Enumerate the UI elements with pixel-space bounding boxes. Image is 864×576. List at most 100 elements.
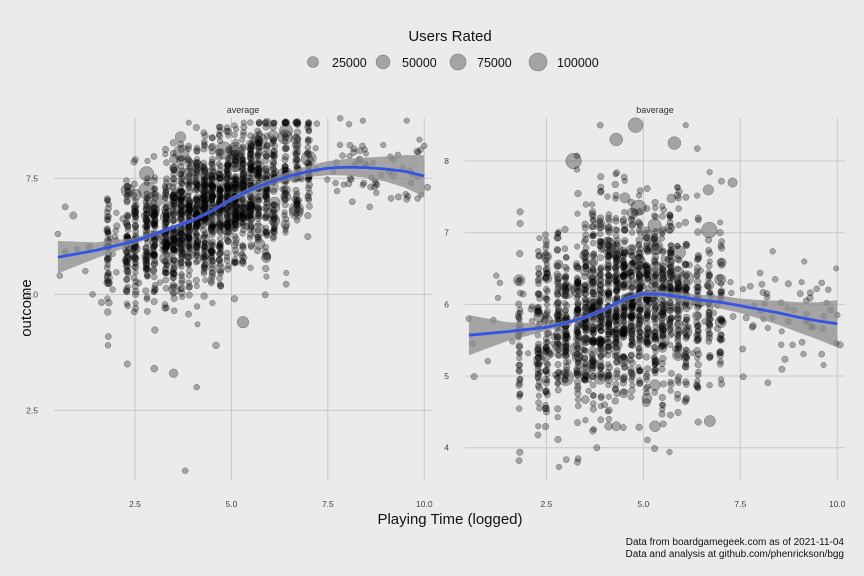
- data-point: [142, 287, 150, 295]
- data-point: [660, 380, 668, 388]
- data-point: [581, 249, 589, 258]
- data-point: [534, 431, 542, 439]
- data-point: [161, 208, 169, 216]
- data-point: [169, 241, 177, 248]
- data-point: [143, 190, 150, 197]
- data-point: [142, 248, 149, 255]
- data-point: [169, 183, 177, 191]
- data-point: [536, 405, 543, 412]
- data-point: [515, 361, 523, 369]
- data-point: [105, 280, 113, 288]
- data-point: [516, 250, 524, 258]
- data-point: [596, 253, 604, 262]
- data-point: [150, 243, 158, 251]
- data-point: [150, 243, 157, 251]
- data-point: [652, 332, 659, 339]
- data-point: [216, 235, 224, 242]
- data-point: [170, 256, 178, 264]
- data-point: [143, 252, 151, 260]
- data-point: [178, 247, 185, 254]
- data-point: [562, 254, 570, 261]
- data-point: [186, 178, 193, 185]
- data-point: [742, 314, 750, 322]
- data-point: [185, 234, 192, 241]
- data-point: [161, 183, 169, 190]
- data-point: [216, 250, 224, 258]
- data-point: [555, 463, 563, 471]
- data-point: [282, 226, 289, 233]
- data-point: [170, 246, 178, 254]
- x-axis-title: Playing Time (logged): [377, 511, 522, 528]
- data-point: [124, 283, 131, 291]
- data-point: [652, 272, 659, 280]
- data-point: [589, 427, 597, 435]
- data-point: [667, 378, 674, 385]
- data-point: [621, 364, 628, 371]
- data-point: [578, 321, 585, 328]
- data-point: [151, 326, 159, 334]
- data-point: [150, 199, 158, 207]
- data-point: [177, 198, 184, 205]
- data-point: [132, 304, 140, 312]
- data-point: [149, 212, 157, 220]
- data-point: [132, 208, 140, 216]
- data-point: [161, 245, 169, 253]
- data-point: [746, 282, 754, 290]
- data-point: [613, 334, 620, 341]
- data-point: [254, 234, 262, 242]
- x-tick-label: 10.0: [829, 499, 846, 509]
- data-point: [272, 168, 280, 176]
- data-point: [178, 289, 186, 297]
- data-point: [217, 243, 224, 251]
- data-point: [103, 272, 111, 279]
- data-point: [162, 284, 170, 292]
- data-point: [596, 286, 604, 294]
- data-point: [247, 201, 255, 208]
- data-point: [169, 245, 177, 253]
- data-point: [671, 345, 679, 353]
- data-point: [689, 350, 696, 357]
- data-point: [163, 239, 171, 247]
- data-point: [359, 142, 366, 150]
- data-point: [217, 282, 225, 290]
- data-point: [139, 166, 155, 182]
- data-point: [143, 260, 151, 268]
- data-point: [159, 246, 166, 253]
- data-point: [620, 215, 628, 224]
- data-point: [132, 260, 139, 267]
- data-point: [281, 201, 289, 209]
- data-point: [131, 205, 139, 213]
- data-point: [836, 341, 844, 349]
- data-point: [542, 250, 549, 257]
- data-point: [161, 257, 168, 264]
- data-point: [574, 419, 581, 427]
- data-point: [674, 320, 681, 328]
- data-point: [263, 200, 270, 207]
- data-point: [150, 250, 158, 258]
- data-point: [177, 241, 185, 249]
- data-point: [778, 341, 785, 348]
- data-point: [194, 321, 201, 328]
- data-point: [201, 231, 209, 239]
- data-point: [542, 408, 550, 416]
- data-point: [113, 209, 120, 216]
- data-point: [124, 252, 132, 260]
- data-point: [253, 170, 261, 178]
- data-point: [717, 315, 725, 323]
- data-point: [170, 240, 178, 248]
- data-point: [186, 227, 193, 235]
- data-point: [635, 352, 644, 360]
- data-point: [833, 265, 840, 272]
- data-point: [176, 210, 184, 218]
- data-point: [605, 277, 613, 285]
- data-point: [140, 211, 148, 219]
- data-point: [619, 321, 627, 329]
- data-point: [104, 295, 111, 302]
- data-point: [185, 310, 192, 318]
- data-point: [208, 216, 215, 224]
- data-point: [613, 373, 621, 381]
- data-point: [348, 198, 356, 206]
- data-point: [627, 322, 635, 330]
- data-point: [168, 368, 179, 378]
- data-point: [694, 418, 702, 426]
